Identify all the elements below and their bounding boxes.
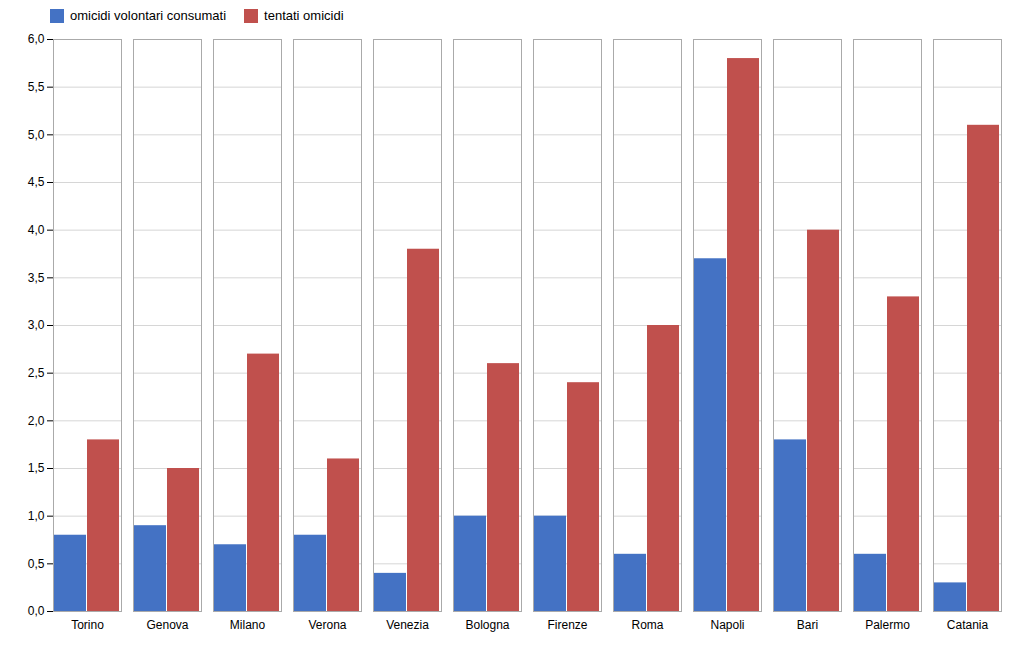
svg-text:Torino: Torino (71, 618, 104, 632)
svg-text:6,0: 6,0 (28, 32, 45, 46)
svg-text:0,5: 0,5 (28, 557, 45, 571)
svg-text:3,0: 3,0 (28, 318, 45, 332)
svg-text:4,0: 4,0 (28, 223, 45, 237)
svg-text:Venezia: Venezia (386, 618, 429, 632)
svg-text:2,0: 2,0 (28, 414, 45, 428)
svg-text:Milano: Milano (230, 618, 266, 632)
svg-text:Palermo: Palermo (865, 618, 910, 632)
svg-text:Napoli: Napoli (710, 618, 744, 632)
svg-text:Bologna: Bologna (465, 618, 509, 632)
svg-text:1,5: 1,5 (28, 461, 45, 475)
svg-text:4,5: 4,5 (28, 175, 45, 189)
svg-text:Roma: Roma (631, 618, 663, 632)
html-text:tentati omicidi: tentati omicidi (264, 8, 344, 23)
svg-text:Bari: Bari (797, 618, 818, 632)
svg-text:Catania: Catania (947, 618, 989, 632)
svg-text:5,0: 5,0 (28, 128, 45, 142)
svg-text:3,5: 3,5 (28, 271, 45, 285)
html-text:omicidi volontari consumati: omicidi volontari consumati (70, 8, 227, 23)
svg-text:2,5: 2,5 (28, 366, 45, 380)
svg-text:Genova: Genova (146, 618, 188, 632)
svg-text:1,0: 1,0 (28, 509, 45, 523)
svg-text:0,0: 0,0 (28, 604, 45, 618)
svg-text:5,5: 5,5 (28, 80, 45, 94)
svg-text:Verona: Verona (308, 618, 346, 632)
svg-text:Firenze: Firenze (547, 618, 587, 632)
